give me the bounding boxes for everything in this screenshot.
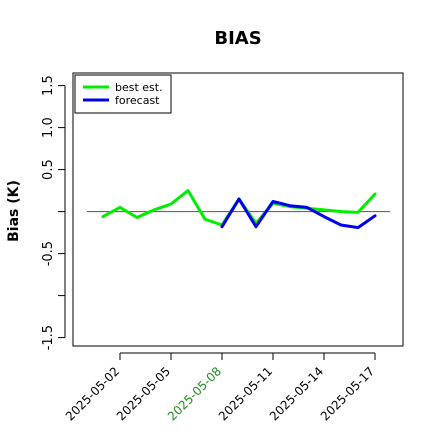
legend: best est.forecast bbox=[74, 74, 172, 114]
legend-box bbox=[74, 74, 172, 114]
y-tick-label: 0.5 bbox=[41, 159, 56, 180]
y-axis-label: Bias (K) bbox=[6, 180, 22, 242]
x-tick-label: 2025-05-08 bbox=[165, 364, 224, 423]
x-tick-label: 2025-05-14 bbox=[267, 364, 326, 423]
x-tick-label: 2025-05-05 bbox=[114, 364, 173, 423]
x-tick-label: 2025-05-11 bbox=[216, 364, 275, 423]
y-tick-label: 1.5 bbox=[41, 75, 56, 96]
x-tick-label: 2025-05-02 bbox=[63, 364, 122, 423]
legend-label: best est. bbox=[115, 81, 163, 94]
legend-label: forecast bbox=[115, 94, 160, 107]
plot-frame bbox=[72, 72, 404, 347]
y-tick-label: 1.0 bbox=[41, 117, 56, 138]
series-line-forecast bbox=[220, 197, 377, 230]
chart-title: BIAS bbox=[214, 28, 261, 49]
x-tick-label: 2025-05-17 bbox=[318, 364, 377, 423]
y-tick-label: -0.5 bbox=[41, 241, 56, 266]
y-tick-label: -1.5 bbox=[41, 325, 56, 350]
series-line-best-est bbox=[101, 189, 377, 227]
